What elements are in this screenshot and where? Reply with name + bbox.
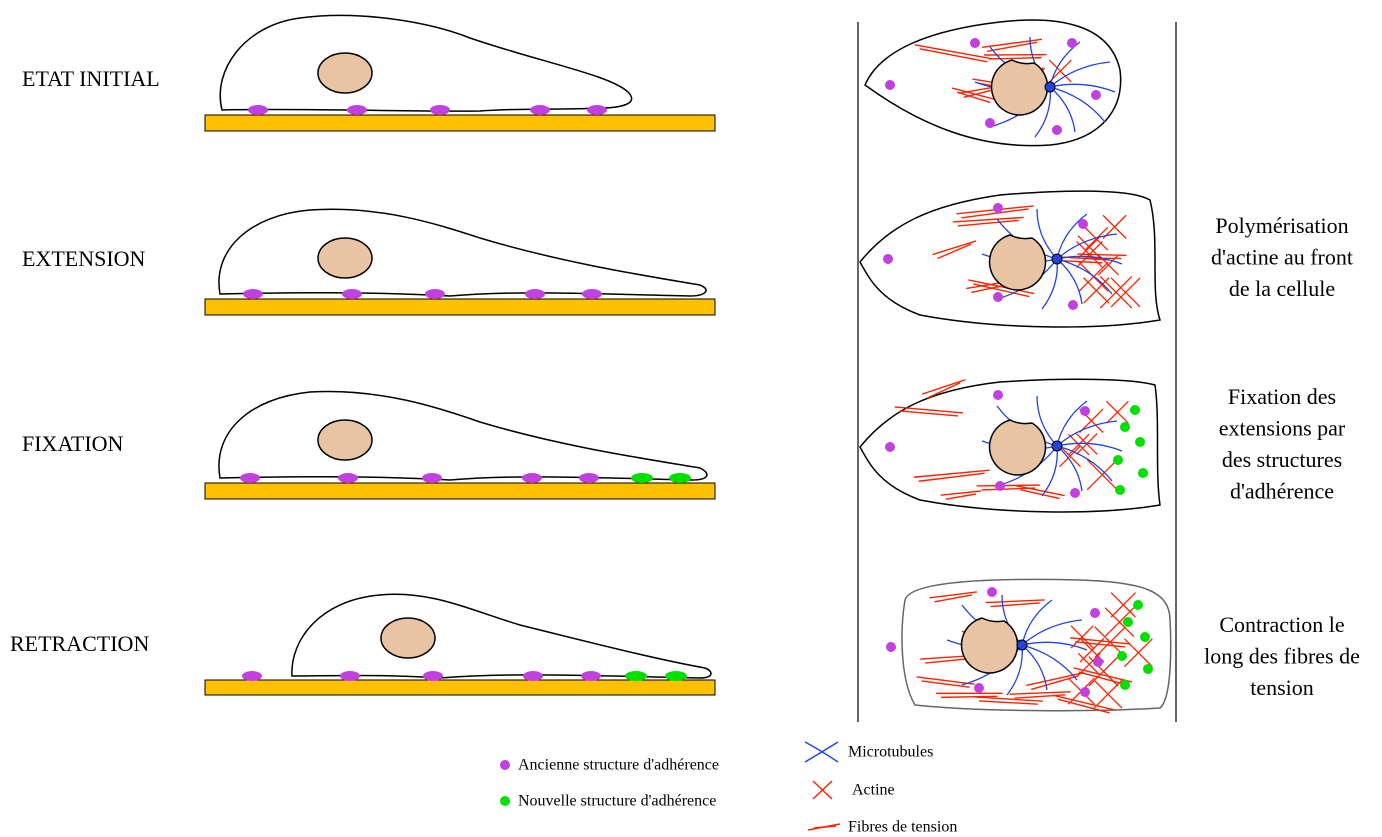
adhesion-old — [1052, 125, 1062, 135]
nucleus — [318, 238, 372, 278]
adhesion-new — [1140, 632, 1150, 642]
adhesion-old — [1090, 608, 1100, 618]
adhesion-old — [425, 289, 445, 299]
adhesion-old — [240, 473, 260, 483]
adhesion-new — [665, 671, 687, 681]
adhesion-old — [347, 105, 367, 115]
adhesion-old — [885, 442, 895, 452]
adhesion-old — [523, 671, 543, 681]
description: tension — [1250, 675, 1314, 700]
nucleus — [990, 235, 1046, 290]
adhesion-old — [423, 671, 443, 681]
legend-label: Nouvelle structure d'adhérence — [518, 793, 716, 810]
adhesion-new — [1143, 664, 1153, 674]
adhesion-old — [342, 289, 362, 299]
adhesion-old — [995, 481, 1005, 491]
adhesion-old — [885, 80, 895, 90]
adhesion-old — [242, 671, 262, 681]
adhesion-old — [987, 587, 997, 597]
adhesion-new — [1115, 485, 1125, 495]
substrate — [205, 115, 715, 131]
stress-fiber — [977, 485, 1040, 486]
centrosome — [1052, 254, 1062, 264]
adhesion-new — [1120, 422, 1130, 432]
adhesion-new — [1133, 600, 1143, 610]
adhesion-old — [522, 473, 542, 483]
nucleus — [962, 618, 1018, 673]
nucleus — [318, 53, 372, 93]
adhesion-old — [430, 105, 450, 115]
stage-label: RETRACTION — [10, 631, 149, 656]
diagram: ETAT INITIAL EXTENSION FIXATION RETRACTI… — [0, 0, 1382, 837]
adhesion-old — [1070, 488, 1080, 498]
adhesion-old — [525, 289, 545, 299]
legend-marker — [500, 760, 510, 770]
adhesion-old — [974, 683, 984, 693]
adhesion-old — [338, 473, 358, 483]
stage-label: EXTENSION — [22, 246, 146, 271]
centrosome — [1017, 640, 1027, 650]
adhesion-old — [587, 105, 607, 115]
adhesion-old — [530, 105, 550, 115]
adhesion-old — [1078, 219, 1088, 229]
adhesion-old — [579, 473, 599, 483]
substrate — [205, 299, 715, 315]
adhesion-old — [985, 118, 995, 128]
description: Fixation des — [1228, 384, 1336, 409]
adhesion-old — [422, 473, 442, 483]
legend-label: Ancienne structure d'adhérence — [518, 757, 719, 774]
description: d'adhérence — [1230, 479, 1334, 504]
adhesion-old — [883, 254, 893, 264]
substrate — [205, 680, 715, 695]
adhesion-old — [243, 289, 263, 299]
adhesion-new — [1117, 651, 1127, 661]
adhesion-new — [1120, 680, 1130, 690]
description: long des fibres de — [1204, 644, 1360, 669]
adhesion-old — [993, 292, 1003, 302]
adhesion-old — [1080, 406, 1090, 416]
description: d'actine au front — [1211, 245, 1353, 270]
nucleus — [318, 420, 372, 460]
adhesion-old — [970, 38, 980, 48]
centrosome — [1045, 82, 1055, 92]
adhesion-old — [1091, 90, 1101, 100]
adhesion-old — [1068, 300, 1078, 310]
adhesion-old — [581, 671, 601, 681]
stage-label: FIXATION — [22, 431, 124, 456]
adhesion-new — [669, 473, 691, 483]
description: de la cellule — [1229, 276, 1335, 301]
nucleus — [990, 420, 1046, 475]
description: Polymérisation — [1215, 213, 1348, 238]
adhesion-new — [1130, 405, 1140, 415]
adhesion-new — [1123, 617, 1133, 627]
description: Contraction le — [1219, 612, 1344, 637]
adhesion-old — [1080, 687, 1090, 697]
adhesion-old — [1093, 657, 1103, 667]
legend-label: Microtubules — [848, 744, 933, 761]
adhesion-old — [993, 203, 1003, 213]
adhesion-new — [625, 671, 647, 681]
description: extensions par — [1219, 416, 1346, 441]
adhesion-old — [993, 390, 1003, 400]
adhesion-old — [582, 289, 602, 299]
legend-marker — [500, 796, 510, 806]
adhesion-old — [1067, 38, 1077, 48]
adhesion-old — [248, 105, 268, 115]
legend-label: Actine — [852, 782, 895, 799]
stage-label: ETAT INITIAL — [22, 66, 160, 91]
legend-label: Fibres de tension — [848, 819, 957, 836]
centrosome — [1052, 441, 1062, 451]
adhesion-new — [1135, 437, 1145, 447]
adhesion-old — [886, 642, 896, 652]
adhesion-new — [631, 473, 653, 483]
description: des structures — [1222, 447, 1342, 472]
adhesion-new — [1113, 455, 1123, 465]
nucleus — [381, 618, 435, 658]
substrate — [205, 483, 715, 499]
adhesion-old — [340, 671, 360, 681]
adhesion-new — [1138, 468, 1148, 478]
nucleus — [992, 60, 1048, 115]
